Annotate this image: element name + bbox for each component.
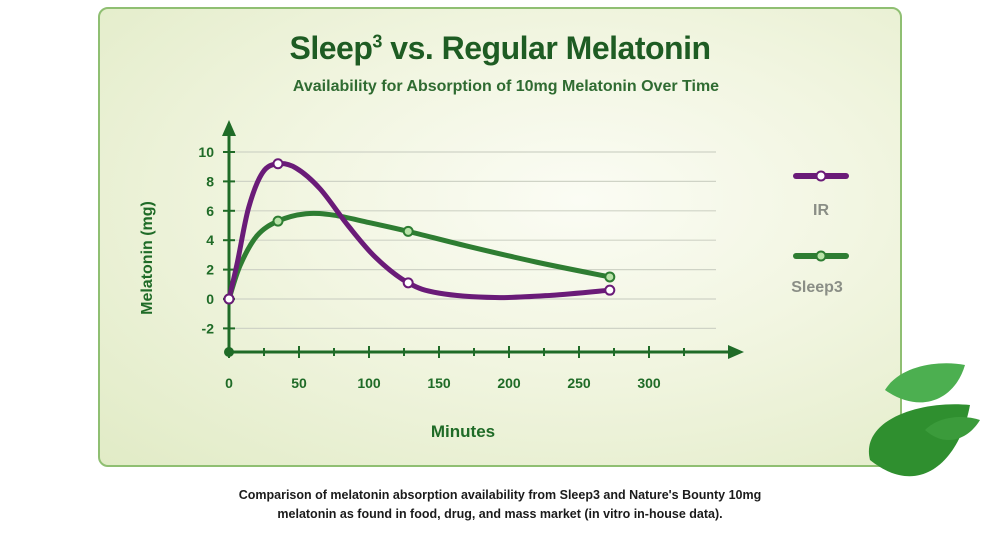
x-tick-label: 200 [497, 375, 521, 391]
y-tick-label: 8 [206, 173, 214, 189]
x-tick-label: 0 [225, 375, 233, 391]
y-tick-label: 4 [206, 232, 214, 248]
legend-label-sleep3: Sleep3 [791, 279, 843, 296]
x-tick-label: 250 [567, 375, 591, 391]
caption-line-1: Comparison of melatonin absorption avail… [238, 488, 762, 502]
data-point-ir [223, 293, 235, 305]
title-main: Sleep [289, 30, 373, 66]
leaf-decoration [868, 363, 980, 477]
y-axis-label: Melatonin (mg) [139, 201, 156, 315]
x-tick-label: 150 [427, 375, 451, 391]
y-axis-arrow [222, 120, 236, 136]
x-axis-arrow [728, 345, 744, 359]
y-tick-label: 6 [206, 203, 214, 219]
chart-panel [98, 7, 902, 467]
chart-caption: Comparison of melatonin absorption avail… [0, 486, 1000, 524]
legend-marker-ir [815, 170, 827, 182]
x-tick-label: 100 [357, 375, 381, 391]
data-point-ir [272, 158, 284, 170]
y-tick-label: 2 [206, 262, 214, 278]
data-point-sleep3 [604, 271, 616, 283]
data-point-ir [402, 277, 414, 289]
x-tick-label: 50 [291, 375, 307, 391]
caption-line-2: melatonin as found in food, drug, and ma… [277, 507, 723, 521]
x-axis-label: Minutes [431, 422, 495, 441]
series-line-sleep3 [226, 210, 613, 302]
legend-marker-sleep3 [815, 250, 827, 262]
data-point-sleep3 [272, 215, 284, 227]
title-superscript: 3 [372, 31, 382, 52]
data-point-ir [604, 284, 616, 296]
y-tick-label: 10 [198, 144, 214, 160]
series-line-ir [226, 161, 613, 302]
y-tick-label: 0 [206, 291, 214, 307]
legend-label-ir: IR [813, 202, 829, 219]
data-point-sleep3 [402, 225, 414, 237]
chart-title: Sleep3 vs. Regular Melatonin [0, 30, 1000, 67]
y-tick-label: -2 [202, 320, 215, 336]
chart-subtitle: Availability for Absorption of 10mg Mela… [292, 78, 720, 95]
x-tick-label: 300 [637, 375, 661, 391]
title-rest: vs. Regular Melatonin [381, 30, 711, 66]
